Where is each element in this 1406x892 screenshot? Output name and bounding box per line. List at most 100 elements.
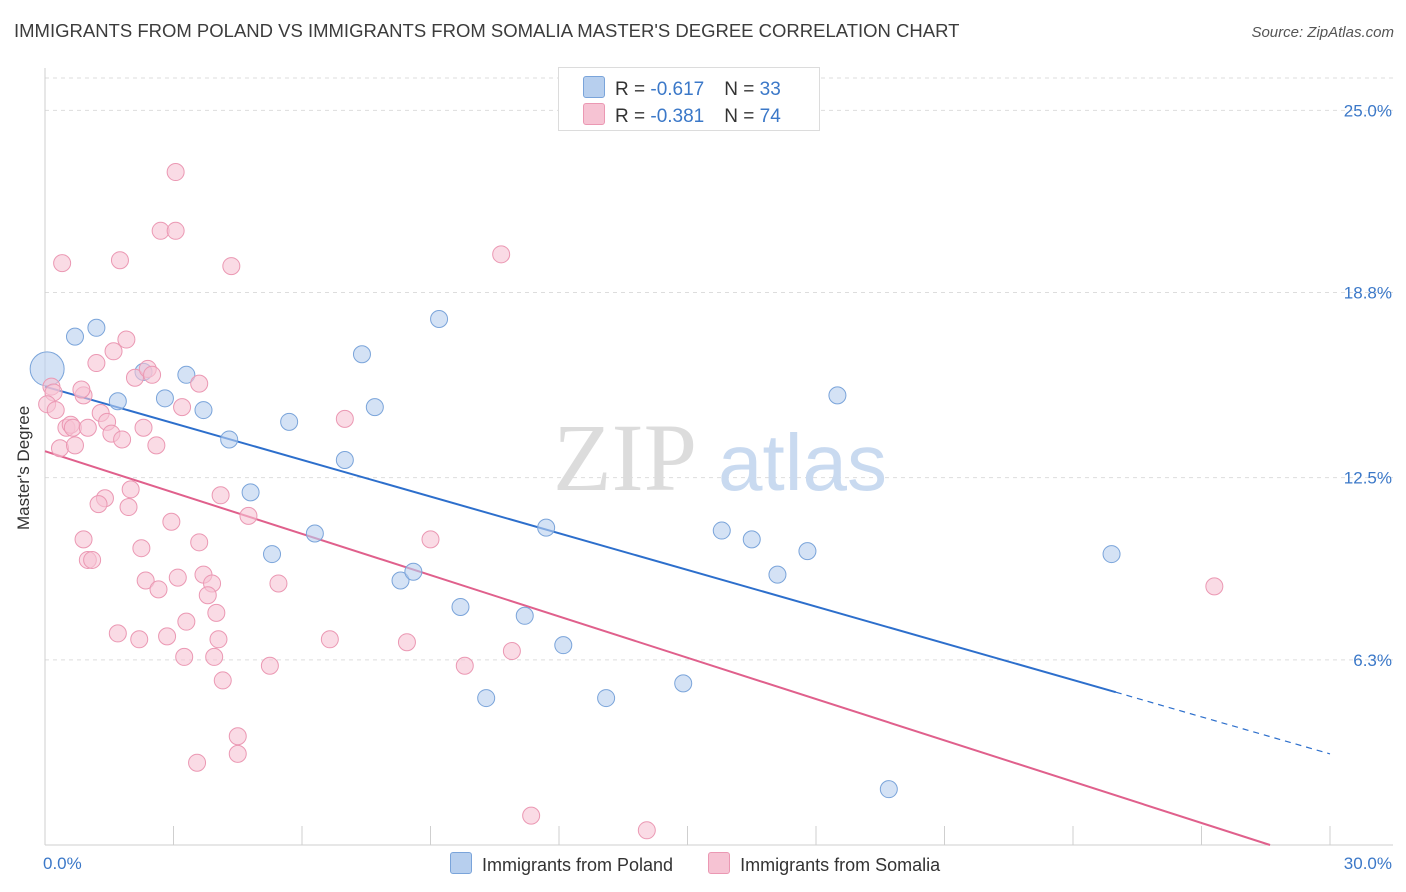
poland-point — [352, 345, 371, 364]
somalia-point — [119, 498, 138, 517]
poland-point — [220, 430, 239, 449]
somalia-point — [168, 568, 187, 587]
legend-n-value-somalia: 74 — [759, 106, 781, 127]
somalia-point — [149, 580, 168, 599]
somalia-point — [228, 744, 247, 763]
legend-label-somalia: Immigrants from Somalia — [740, 855, 941, 875]
somalia-point — [207, 603, 226, 622]
poland-point — [798, 542, 817, 561]
somalia-point — [125, 368, 144, 387]
poland-point — [305, 524, 324, 543]
y-axis-label: Master's Degree — [14, 405, 33, 530]
y-tick-label: 18.8% — [1344, 284, 1392, 303]
poland-point — [108, 392, 127, 411]
poland-point — [451, 597, 470, 616]
poland-point — [155, 389, 174, 408]
poland-point — [597, 689, 616, 708]
watermark: ZIP atlas — [553, 404, 887, 511]
somalia-point — [205, 647, 224, 666]
somalia-point — [63, 418, 82, 437]
poland-point — [65, 327, 84, 346]
poland-point — [391, 571, 410, 590]
poland-point — [194, 401, 213, 420]
somalia-point — [78, 418, 97, 437]
somalia-point — [198, 586, 217, 605]
legend-row-poland: R = -0.617 N = 33 — [583, 76, 781, 100]
somalia-point — [110, 251, 129, 270]
somalia-point — [143, 365, 162, 384]
somalia-point — [132, 539, 151, 558]
watermark-zip: ZIP — [553, 404, 697, 511]
poland-point — [477, 689, 496, 708]
somalia-point — [320, 630, 339, 649]
legend-n-label: N = — [724, 79, 760, 100]
somalia-point — [121, 480, 140, 499]
somalia-point — [136, 571, 155, 590]
somalia-point — [239, 506, 258, 525]
poland-point — [365, 398, 384, 417]
poland-trendline-extension — [1115, 691, 1331, 755]
somalia-point — [190, 533, 209, 552]
chart-title: IMMIGRANTS FROM POLAND VS IMMIGRANTS FRO… — [14, 20, 960, 41]
somalia-point — [190, 374, 209, 393]
poland-point — [828, 386, 847, 405]
series-legend: Immigrants from Poland Immigrants from S… — [450, 852, 970, 876]
somalia-point — [87, 354, 106, 373]
y-tick-label: 6.3% — [1353, 651, 1392, 670]
poland-point — [1102, 545, 1121, 564]
legend-swatch-somalia — [583, 103, 605, 125]
poland-point — [742, 530, 761, 549]
legend-item-poland: Immigrants from Poland — [450, 852, 673, 876]
legend-label-poland: Immigrants from Poland — [482, 855, 674, 875]
poland-point — [537, 518, 556, 537]
somalia-point — [117, 330, 136, 349]
axes — [44, 68, 1393, 846]
somalia-point — [209, 630, 228, 649]
somalia-point — [1205, 577, 1224, 596]
tick-labels: 6.3% 12.5% 18.8% 25.0% 0.0% 30.0% — [43, 101, 1392, 873]
somalia-point — [108, 624, 127, 643]
somalia-point — [421, 530, 440, 549]
legend-r-label: R = — [615, 79, 651, 100]
legend-r-value-somalia: -0.381 — [650, 106, 705, 127]
correlation-legend: R = -0.617 N = 33 R = -0.381 N = 74 — [558, 67, 820, 131]
somalia-point — [177, 612, 196, 631]
somalia-point — [211, 486, 230, 505]
somalia-point — [46, 401, 65, 420]
somalia-point — [213, 671, 232, 690]
somalia-point — [637, 821, 656, 840]
legend-swatch-poland — [583, 76, 605, 98]
poland-point — [177, 365, 196, 384]
legend-n-value-poland: 33 — [759, 79, 781, 100]
swatch-poland — [450, 852, 472, 874]
legend-n-label: N = — [724, 106, 760, 127]
source-label: Source: ZipAtlas.com — [1251, 24, 1394, 41]
poland-point — [515, 606, 534, 625]
grid-lines — [45, 77, 1393, 661]
poland-point — [241, 483, 260, 502]
somalia-point — [104, 342, 123, 361]
somalia-point — [166, 163, 185, 182]
somalia-point — [455, 656, 474, 675]
legend-r-label: R = — [615, 106, 651, 127]
y-tick-label: 12.5% — [1344, 469, 1392, 488]
poland-point — [263, 545, 282, 564]
somalia-point — [65, 436, 84, 455]
somalia-point — [50, 439, 69, 458]
somalia-point — [130, 630, 149, 649]
poland-point — [879, 780, 898, 799]
poland-point — [712, 521, 731, 540]
poland-point — [554, 636, 573, 655]
legend-row-somalia: R = -0.381 N = 74 — [583, 103, 781, 127]
somalia-point — [175, 647, 194, 666]
somalia-point — [74, 530, 93, 549]
somalia-point — [522, 806, 541, 825]
somalia-point — [134, 418, 153, 437]
somalia-point — [53, 254, 72, 273]
legend-item-somalia: Immigrants from Somalia — [708, 852, 940, 876]
somalia-point — [162, 512, 181, 531]
somalia-point — [83, 550, 102, 569]
somalia-point — [166, 221, 185, 240]
poland-point — [768, 565, 787, 584]
